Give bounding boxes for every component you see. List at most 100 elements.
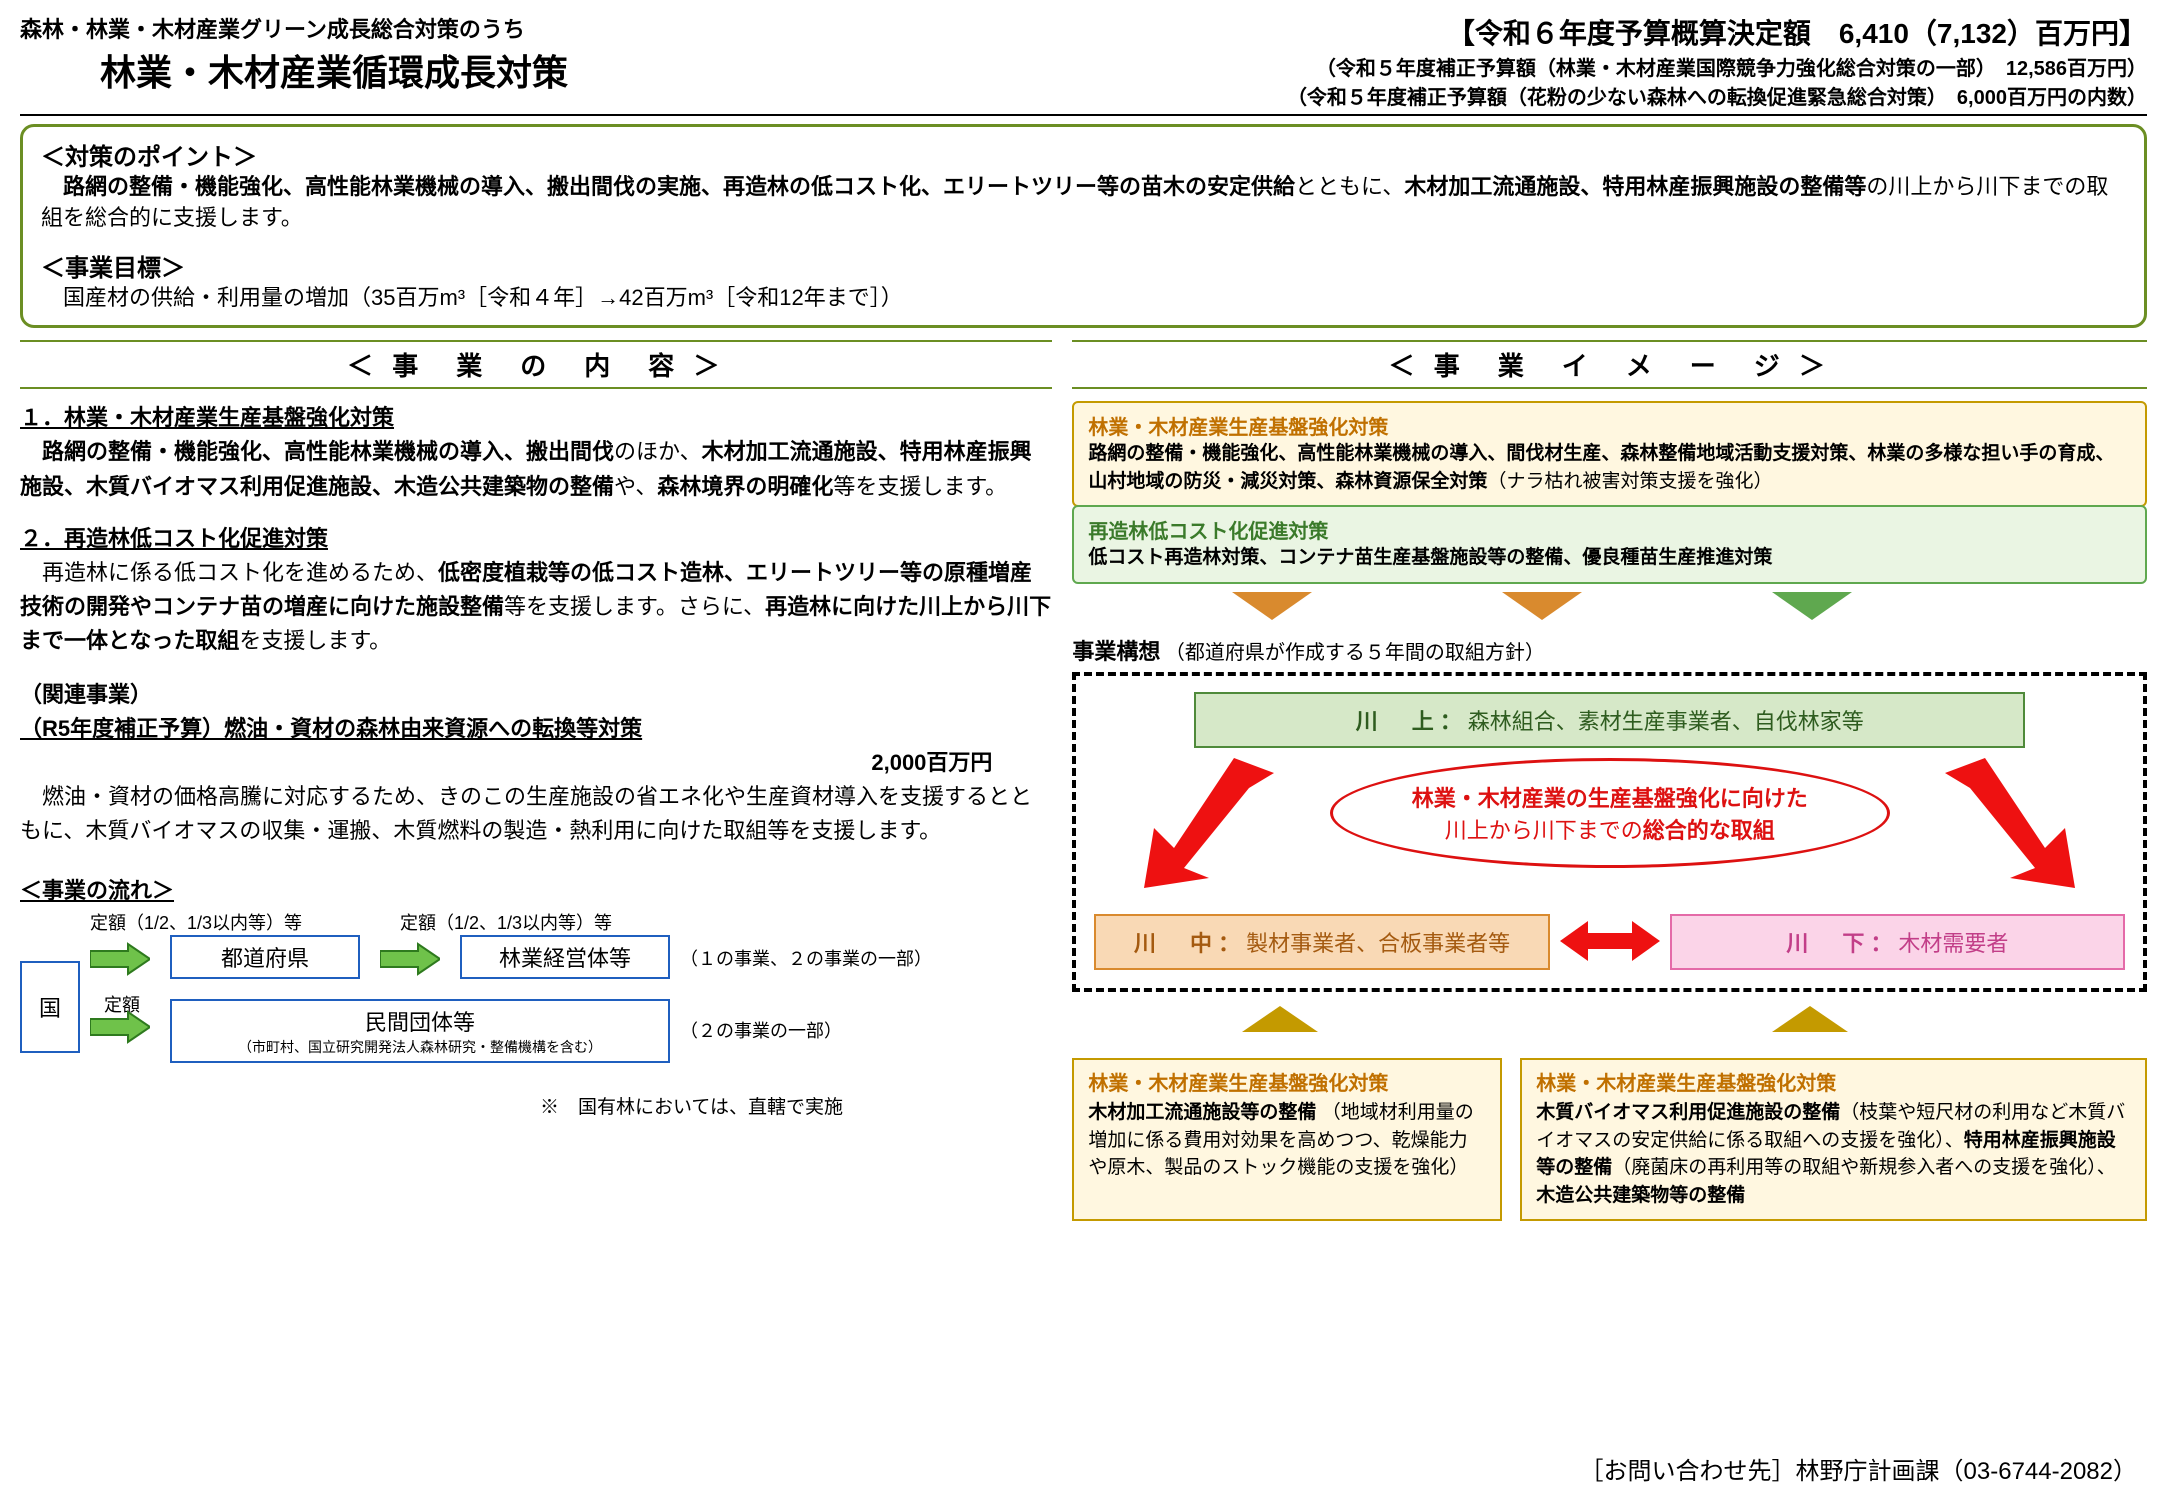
contact-info: ［お問い合わせ先］林野庁計画課（03-6744-2082） <box>1580 1451 2137 1486</box>
arrow-diag-icon <box>1945 758 2085 893</box>
p1d: や、 <box>614 474 657 499</box>
chevron-down-icon <box>1772 592 1852 620</box>
cu-t: 森林組合、素材生産事業者、自伐林家等 <box>1468 709 1864 734</box>
bc2t: 林業・木材産業生産基盤強化対策 <box>1536 1070 2131 1099</box>
rate2: 定額（1/2、1/3以内等）等 <box>400 909 612 935</box>
flow-title: ＜事業の流れ＞ <box>20 873 1052 905</box>
concept-row: 事業構想 （都道府県が作成する５年間の取組方針） <box>1072 634 2147 666</box>
divider <box>20 114 2147 116</box>
p1a: 路網の整備・機能強化、高性能林業機械の導入、搬出間伐 <box>20 439 614 464</box>
bc2e: 木造公共建築物等の整備 <box>1536 1185 1745 1206</box>
rel-head: （関連事業） <box>20 678 1052 712</box>
chevron-down-icon <box>1232 592 1312 620</box>
pvt-t: 民間団体等 <box>182 1005 658 1037</box>
arrow-icon <box>90 941 150 983</box>
cm-l: 川 中： <box>1134 931 1246 956</box>
header: 森林・林業・木材産業グリーン成長総合対策のうち 林業・木材産業循環成長対策 【令… <box>20 12 2147 110</box>
budget-sub1: （令和５年度補正予算額（林業・木材産業国際競争力強化総合対策の一部） 12,58… <box>1287 52 2147 81</box>
side1: （１の事業、２の事業の一部） <box>680 945 932 971</box>
ov2b: 総合的な取組 <box>1643 818 1775 843</box>
arrow-icon <box>90 1009 150 1051</box>
flow-pref: 都道府県 <box>170 935 360 979</box>
flow-op: 林業経営体等 <box>460 935 670 979</box>
cd-t: 木材需要者 <box>1898 931 2008 956</box>
row-mid-down: 川 中：製材事業者、合板事業者等 川 下：木材需要者 <box>1094 914 2125 970</box>
ov1: 林業・木材産業の生産基盤強化に向けた <box>1412 781 1808 813</box>
right-column: ＜ 事 業 イ メ ー ジ ＞ 林業・木材産業生産基盤強化対策 路網の整備・機能… <box>1072 340 2147 1221</box>
chevron-up-icon <box>1242 1006 1318 1032</box>
p1e: 森林境界の明確化 <box>657 474 833 499</box>
gl1b2a: 山村地域の防災・減災対策、森林資源保全対策 <box>1088 471 1487 492</box>
point-body: 路網の整備・機能強化、高性能林業機械の導入、搬出間伐の実施、再造林の低コスト化、… <box>41 172 2126 234</box>
supertitle: 森林・林業・木材産業グリーン成長総合対策のうち <box>20 12 568 44</box>
arrow-horiz-icon <box>1560 916 1660 971</box>
pb2: 木材加工流通施設、特用林産振興施設の整備等 <box>1404 174 1866 199</box>
left-column: ＜ 事 業 の 内 容 ＞ １．林業・木材産業生産基盤強化対策 路網の整備・機能… <box>20 340 1052 1221</box>
right-sec-title: ＜ 事 業 イ メ ー ジ ＞ <box>1072 340 2147 389</box>
title-block: 森林・林業・木材産業グリーン成長総合対策のうち 林業・木材産業循環成長対策 <box>20 12 568 96</box>
concept-box: 川 上：森林組合、素材生産事業者、自伐林家等 林業・木材産業の生産基盤強化に向け… <box>1072 672 2147 992</box>
gl1b2b: （ナラ枯れ被害対策支援を強化） <box>1487 471 1772 492</box>
layer-orange: 林業・木材産業生産基盤強化対策 路網の整備・機能強化、高性能林業機械の導入、間伐… <box>1072 401 2147 507</box>
budget-block: 【令和６年度予算概算決定額 6,410（7,132）百万円】 （令和５年度補正予… <box>1287 12 2147 110</box>
p2c: 等を支援します。さらに、 <box>504 594 765 619</box>
cm-t: 製材事業者、合板事業者等 <box>1246 931 1510 956</box>
left-p2: 再造林に係る低コスト化を進めるため、低密度植栽等の低コスト造林、エリートツリー等… <box>20 556 1052 658</box>
bcard-2: 林業・木材産業生産基盤強化対策 木質バイオマス利用促進施設の整備（枝葉や短尺材の… <box>1520 1058 2147 1221</box>
flow-nation: 国 <box>20 961 80 1053</box>
center-oval: 林業・木材産業の生産基盤強化に向けた 川上から川下までの総合的な取組 <box>1330 758 1890 868</box>
arrow-diag-icon <box>1134 758 1274 893</box>
foot-note: ※ 国有林においては、直轄で実施 <box>20 1092 1052 1119</box>
bc1t: 林業・木材産業生産基盤強化対策 <box>1088 1070 1486 1099</box>
p1b: のほか、 <box>614 439 702 464</box>
p2a: 再造林に係る低コスト化を進めるため、 <box>20 560 438 585</box>
point-head: ＜対策のポイント＞ <box>41 137 2126 172</box>
side2: （２の事業の一部） <box>680 1017 842 1043</box>
gl1-body: 路網の整備・機能強化、高性能林業機械の導入、間伐材生産、森林整備地域活動支援対策… <box>1088 440 2131 495</box>
up-chevrons <box>1072 992 2147 1032</box>
left-h1: １．林業・木材産業生産基盤強化対策 <box>20 401 1052 435</box>
rel-body: 燃油・資材の価格高騰に対応するため、きのこの生産施設の省エネ化や生産資材導入を支… <box>20 780 1052 848</box>
bc2a: 木質バイオマス利用促進施設の整備 <box>1536 1102 1840 1123</box>
pb1: 路網の整備・機能強化、高性能林業機械の導入、搬出間伐の実施、再造林の低コスト化、… <box>41 174 1295 199</box>
left-sec-title: ＜ 事 業 の 内 容 ＞ <box>20 340 1052 389</box>
bottom-cards: 林業・木材産業生産基盤強化対策 木材加工流通施設等の整備 （地域材利用量の増加に… <box>1072 1058 2147 1221</box>
gl2-body: 低コスト再造林対策、コンテナ苗生産基盤施設等の整備、優良種苗生産推進対策 <box>1088 544 2131 572</box>
target-body: 国産材の供給・利用量の増加（35百万m³［令和４年］→42百万m³［令和12年ま… <box>41 283 2126 314</box>
rel-amount: 2,000百万円 <box>20 746 1052 780</box>
rel-line: （R5年度補正予算）燃油・資材の森林由来資源への転換等対策 <box>20 712 1052 746</box>
concept-label: 事業構想 <box>1072 639 1160 664</box>
bcard-1: 林業・木材産業生産基盤強化対策 木材加工流通施設等の整備 （地域材利用量の増加に… <box>1072 1058 1502 1221</box>
pvt-s: （市町村、国立研究開発法人森林研究・整備機構を含む） <box>182 1037 658 1057</box>
concept-sub: （都道府県が作成する５年間の取組方針） <box>1165 642 1545 664</box>
arrow-icon <box>380 941 440 983</box>
point-box: ＜対策のポイント＞ 路網の整備・機能強化、高性能林業機械の導入、搬出間伐の実施、… <box>20 124 2147 328</box>
gl1b1: 路網の整備・機能強化、高性能林業機械の導入、間伐材生産、森林整備地域活動支援対策… <box>1088 443 2114 464</box>
left-content: １．林業・木材産業生産基盤強化対策 路網の整備・機能強化、高性能林業機械の導入、… <box>20 401 1052 848</box>
budget-main: 【令和６年度予算概算決定額 6,410（7,132）百万円】 <box>1287 12 2147 52</box>
chip-downstream: 川 下：木材需要者 <box>1670 914 2125 970</box>
flow-pvt: 民間団体等 （市町村、国立研究開発法人森林研究・整備機構を含む） <box>170 999 670 1063</box>
gl2-title: 再造林低コスト化促進対策 <box>1088 515 2131 544</box>
pbm: とともに、 <box>1295 174 1404 199</box>
main-title: 林業・木材産業循環成長対策 <box>20 44 568 96</box>
cd-l: 川 下： <box>1786 931 1898 956</box>
left-h2: ２．再造林低コスト化促進対策 <box>20 522 1052 556</box>
cu-l: 川 上： <box>1356 709 1468 734</box>
chip-upstream: 川 上：森林組合、素材生産事業者、自伐林家等 <box>1194 692 2025 748</box>
p1f: 等を支援します。 <box>833 474 1007 499</box>
budget-sub2: （令和５年度補正予算額（花粉の少ない森林への転換促進緊急総合対策） 6,000百… <box>1287 81 2147 110</box>
bc1a: 木材加工流通施設等の整備 <box>1088 1102 1316 1123</box>
target-head: ＜事業目標＞ <box>41 248 2126 283</box>
ov2a: 川上から川下までの <box>1445 818 1643 843</box>
left-p1: 路網の整備・機能強化、高性能林業機械の導入、搬出間伐のほか、木材加工流通施設、特… <box>20 435 1052 503</box>
gl1-title: 林業・木材産業生産基盤強化対策 <box>1088 411 2131 440</box>
bc2d: （廃菌床の再利用等の取組や新規参入者への支援を強化）、 <box>1612 1157 2116 1178</box>
chevron-up-icon <box>1772 1006 1848 1032</box>
ov2: 川上から川下までの総合的な取組 <box>1445 813 1775 845</box>
chevron-down-icon <box>1502 592 1582 620</box>
chip-midstream: 川 中：製材事業者、合板事業者等 <box>1094 914 1549 970</box>
flow-diagram: 定額（1/2、1/3以内等）等 定額（1/2、1/3以内等）等 国 定額 都道府… <box>20 909 1052 1084</box>
p2e: を支援します。 <box>239 628 391 653</box>
rate1: 定額（1/2、1/3以内等）等 <box>90 909 302 935</box>
